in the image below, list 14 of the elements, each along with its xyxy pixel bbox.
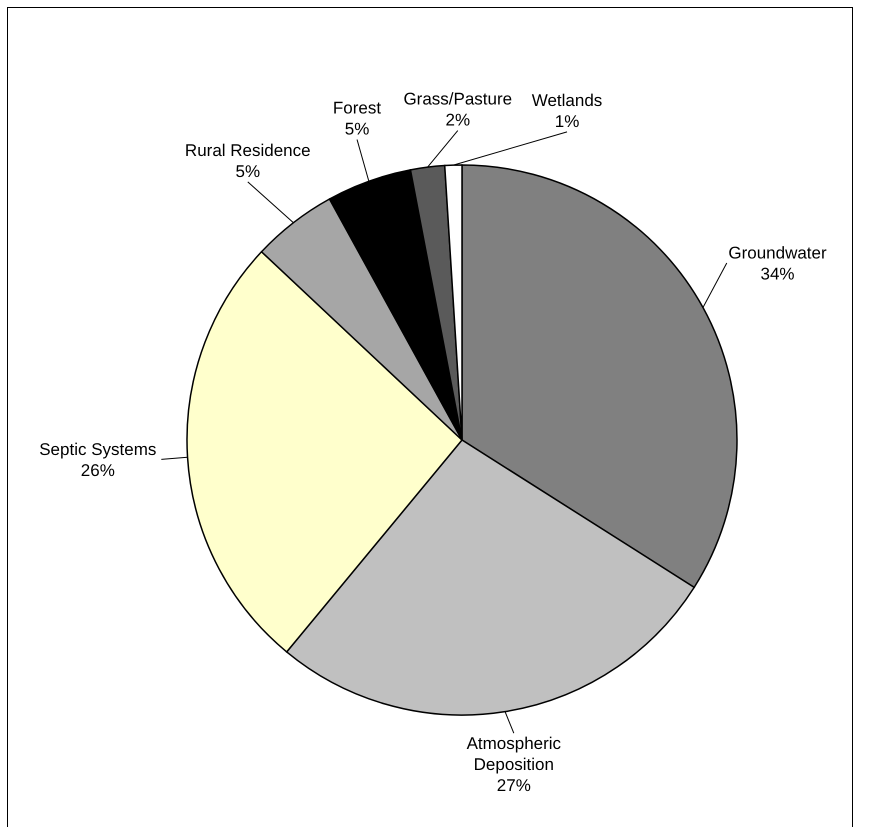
slice-label: Rural Residence — [184, 140, 311, 160]
data-label: 26% — [80, 460, 115, 480]
data-label: 1% — [554, 112, 580, 131]
data-label: 2% — [445, 110, 470, 130]
slice-label: Wetlands — [532, 90, 602, 110]
slice-label: Groundwater — [728, 244, 827, 263]
data-label: 27% — [496, 776, 531, 796]
slice-label: Forest — [332, 98, 382, 118]
slice-label: Septic Systems — [39, 440, 156, 459]
data-label: 34% — [760, 264, 795, 284]
data-label: 5% — [344, 119, 370, 138]
data-label: 5% — [235, 162, 260, 181]
slice-label: Grass/Pasture — [403, 90, 512, 109]
slice-label: Atmospheric Deposition — [466, 734, 562, 774]
